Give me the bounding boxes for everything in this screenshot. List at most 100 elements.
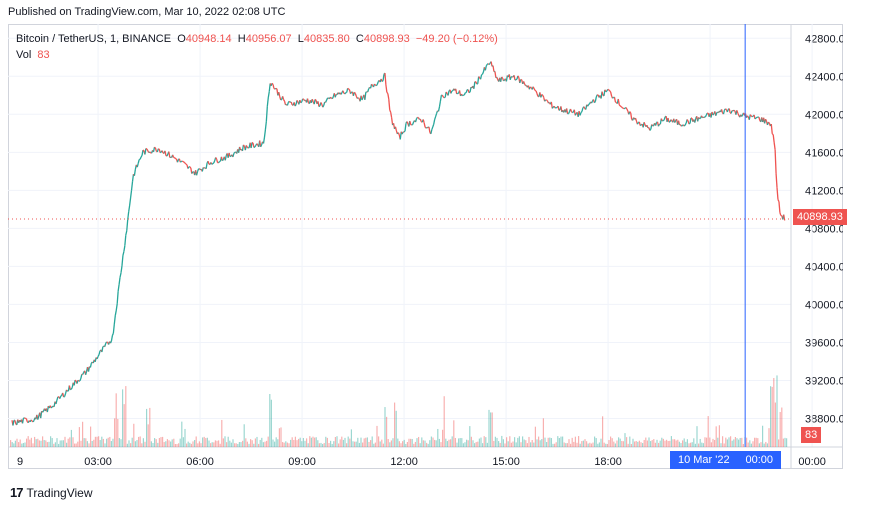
volume-bar — [54, 442, 56, 447]
price-segment — [367, 88, 370, 93]
price-segment — [607, 88, 610, 91]
price-segment — [198, 168, 201, 171]
price-segment — [104, 343, 107, 347]
volume-bar — [182, 437, 184, 447]
volume-bar — [264, 441, 266, 447]
volume-bar — [614, 443, 616, 447]
volume-bar — [478, 438, 480, 447]
price-segment — [224, 155, 227, 161]
volume-bar — [344, 437, 346, 447]
volume-bar — [456, 442, 458, 447]
volume-bar — [102, 438, 104, 447]
price-segment — [783, 214, 786, 221]
volume-bar — [246, 441, 248, 447]
volume-bar — [742, 443, 744, 447]
price-segment — [176, 159, 180, 163]
volume-bar — [542, 418, 544, 447]
price-tick-label: 40000.00 — [805, 299, 843, 311]
volume-bar — [565, 443, 567, 447]
volume-bar — [595, 438, 597, 447]
volume-bar — [218, 440, 220, 447]
price-segment — [736, 110, 739, 114]
price-segment — [485, 63, 488, 67]
price-segment — [140, 155, 143, 158]
price-segment — [699, 117, 701, 120]
volume-bar — [91, 440, 93, 447]
volume-bar — [312, 436, 314, 447]
volume-bar — [179, 438, 181, 447]
symbol-name[interactable]: Bitcoin / TetherUS, 1, BINANCE — [16, 33, 172, 45]
price-segment — [726, 109, 729, 113]
volume-bar — [61, 440, 63, 447]
price-segment — [207, 160, 210, 165]
volume-bar — [46, 442, 48, 447]
price-segment — [149, 151, 152, 154]
price-segment — [425, 126, 428, 129]
volume-bar — [453, 420, 455, 447]
price-segment — [137, 159, 140, 164]
price-tick-label: 39600.00 — [805, 337, 843, 349]
price-segment — [126, 219, 129, 231]
volume-bar — [18, 442, 20, 447]
price-segment — [128, 205, 131, 212]
volume-bar — [621, 441, 623, 447]
price-segment — [347, 87, 350, 90]
crosshair-time: 00:00 — [745, 454, 774, 466]
volume-bar — [251, 440, 253, 447]
volume-bar — [286, 442, 288, 447]
price-segment — [79, 378, 82, 382]
volume-bar — [570, 443, 572, 447]
price-segment — [450, 90, 453, 94]
volume-bar — [382, 443, 384, 447]
price-segment — [266, 97, 269, 107]
volume-bar — [726, 439, 728, 447]
volume-bar — [136, 440, 138, 447]
price-segment — [265, 106, 268, 122]
volume-bar — [294, 436, 296, 447]
price-segment — [353, 91, 356, 94]
price-segment — [114, 310, 117, 316]
price-segment — [423, 122, 426, 128]
volume-bar — [523, 439, 525, 447]
price-chart[interactable]: 42800.00 42400.00 42000.00 41600.00 41200.00… — [8, 24, 843, 469]
volume-bar — [334, 437, 336, 447]
volume-bar — [506, 437, 508, 447]
price-segment — [605, 90, 608, 93]
volume-bar — [485, 437, 487, 447]
volume-bar — [331, 443, 333, 447]
price-segment — [241, 144, 245, 152]
price-segment — [435, 113, 438, 117]
price-segment — [674, 120, 677, 123]
volume-bar — [522, 436, 524, 447]
volume-bar — [653, 439, 655, 447]
volume-label[interactable]: Vol — [16, 49, 32, 61]
volume-bar — [445, 438, 447, 447]
volume-bar — [234, 443, 236, 447]
volume-bar — [512, 441, 514, 447]
time-tick-label: 15:00 — [492, 456, 520, 468]
volume-bar — [440, 442, 442, 447]
price-tick-label: 42400.00 — [805, 71, 843, 83]
price-segment — [357, 97, 360, 99]
price-segment — [397, 132, 400, 136]
price-segment — [689, 117, 692, 124]
volume-bar — [402, 441, 404, 447]
volume-bar — [210, 443, 212, 447]
volume-bar — [115, 393, 117, 447]
price-segment — [776, 187, 779, 200]
price-segment — [246, 146, 249, 149]
tradingview-logo[interactable]: 17 TradingView — [10, 485, 93, 500]
close-value: 40898.93 — [363, 33, 410, 45]
price-segment — [254, 144, 257, 148]
price-segment — [494, 71, 497, 78]
volume-bar — [186, 443, 188, 447]
volume-bar — [50, 436, 52, 447]
price-tick-label: 41600.00 — [805, 147, 843, 159]
volume-bar — [709, 437, 711, 447]
price-segment — [773, 142, 776, 150]
price-segment — [129, 190, 133, 199]
price-segment — [490, 61, 493, 67]
volume-bar — [632, 438, 634, 447]
price-segment — [618, 104, 621, 107]
volume-bar — [221, 419, 223, 447]
